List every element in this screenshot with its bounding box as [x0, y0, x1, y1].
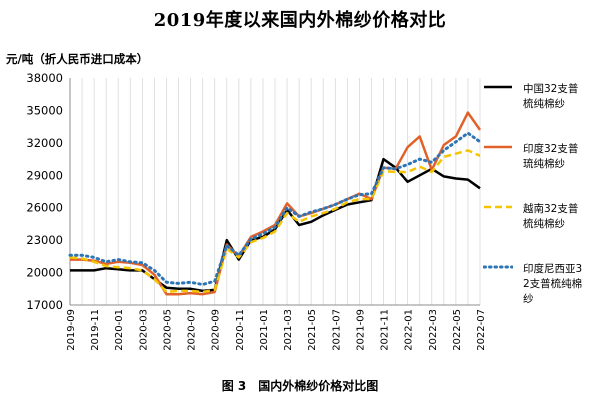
x-tick-label: 2019-09	[66, 309, 77, 351]
legend-item-indonesia: 印度尼西亚32支普梳纯棉纱	[483, 262, 598, 322]
legend-item-vietnam: 越南32支普梳纯棉纱	[483, 202, 598, 262]
legend-swatch-china	[483, 82, 513, 92]
x-tick-label: 2022-03	[428, 309, 439, 351]
x-tick-label: 2022-07	[476, 309, 487, 351]
x-tick-label: 2022-05	[452, 309, 463, 351]
y-tick-label: 17000	[26, 298, 63, 312]
gridlines	[69, 78, 481, 305]
figure-caption: 图 3 国内外棉纱价格对比图	[221, 379, 379, 393]
x-tick-label: 2020-11	[235, 309, 246, 351]
y-tick-labels: 17000 20000 23000 26000 29000 32000 35000 38000	[26, 71, 63, 312]
x-tick-label: 2019-11	[90, 309, 101, 351]
series-line-indonesia	[68, 131, 482, 286]
legend-swatch-vietnam	[483, 202, 513, 212]
legend-label-india: 印度32支普琉纯棉纱	[523, 143, 579, 170]
legend-label-indonesia: 印度尼西亚32支普梳纯棉纱	[523, 263, 583, 305]
y-tick-label: 32000	[26, 136, 63, 150]
x-tick-label: 2021-07	[331, 309, 342, 351]
legend-label-china: 中国32支普梳纯棉纱	[523, 83, 579, 110]
x-tick-labels: 2019-09 2019-11 2020-01 2020-03 2020-05 2020-…	[66, 309, 487, 351]
x-tick-label: 2021-05	[307, 309, 318, 351]
x-tick-label: 2021-09	[355, 309, 366, 351]
y-tick-label: 23000	[26, 233, 63, 247]
x-tick-label: 2020-09	[211, 309, 222, 351]
chart-title: 2019年度以来国内外棉纱价格对比	[153, 10, 447, 31]
x-tick-label: 2020-01	[114, 309, 125, 351]
x-tick-label: 2020-03	[138, 309, 149, 351]
y-tick-label: 20000	[26, 266, 63, 280]
legend-swatch-indonesia	[483, 262, 513, 272]
legend-item-india: 印度32支普琉纯棉纱	[483, 142, 598, 202]
y-axis-unit-label: 元/吨（折人民币进口成本）	[6, 52, 149, 66]
legend-item-china: 中国32支普梳纯棉纱	[483, 82, 598, 142]
y-tick-label: 38000	[26, 71, 63, 85]
series-line-vietnam	[69, 149, 481, 294]
legend-swatch-india	[483, 142, 513, 152]
x-tick-label: 2020-05	[162, 309, 173, 351]
y-tick-label: 26000	[26, 201, 63, 215]
legend-label-vietnam: 越南32支普梳纯棉纱	[523, 203, 579, 230]
y-tick-label: 35000	[26, 103, 63, 117]
x-tick-label: 2021-01	[259, 309, 270, 351]
y-tick-label: 29000	[26, 168, 63, 182]
series-lines	[68, 111, 482, 296]
axes	[69, 78, 480, 306]
series-line-india	[70, 111, 482, 296]
x-tick-label: 2022-01	[404, 309, 415, 351]
x-tick-label: 2020-07	[187, 309, 198, 351]
legend: 中国32支普梳纯棉纱 印度32支普琉纯棉纱 越南32支普梳纯棉纱印度尼西亚32支普梳…	[483, 82, 598, 322]
x-tick-label: 2021-11	[380, 309, 391, 351]
x-tick-label: 2021-03	[283, 309, 294, 351]
